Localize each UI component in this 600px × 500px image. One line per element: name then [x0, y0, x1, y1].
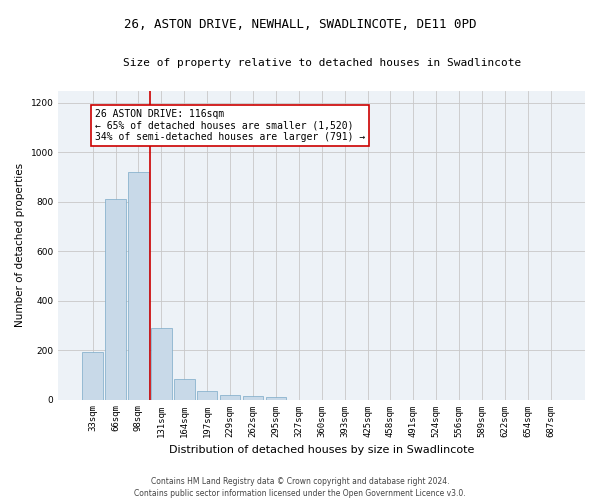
Text: Contains HM Land Registry data © Crown copyright and database right 2024.
Contai: Contains HM Land Registry data © Crown c… [134, 476, 466, 498]
Text: 26, ASTON DRIVE, NEWHALL, SWADLINCOTE, DE11 0PD: 26, ASTON DRIVE, NEWHALL, SWADLINCOTE, D… [124, 18, 476, 30]
Bar [266, 397, 286, 400]
Bar [174, 378, 194, 400]
Y-axis label: Number of detached properties: Number of detached properties [15, 163, 25, 327]
Bar [197, 391, 217, 400]
Title: Size of property relative to detached houses in Swadlincote: Size of property relative to detached ho… [122, 58, 521, 68]
X-axis label: Distribution of detached houses by size in Swadlincote: Distribution of detached houses by size … [169, 445, 475, 455]
Bar [128, 172, 149, 400]
Text: 26 ASTON DRIVE: 116sqm
← 65% of detached houses are smaller (1,520)
34% of semi-: 26 ASTON DRIVE: 116sqm ← 65% of detached… [95, 109, 365, 142]
Bar [242, 396, 263, 400]
Bar [105, 200, 126, 400]
Bar [82, 352, 103, 400]
Bar [151, 328, 172, 400]
Bar [220, 394, 241, 400]
